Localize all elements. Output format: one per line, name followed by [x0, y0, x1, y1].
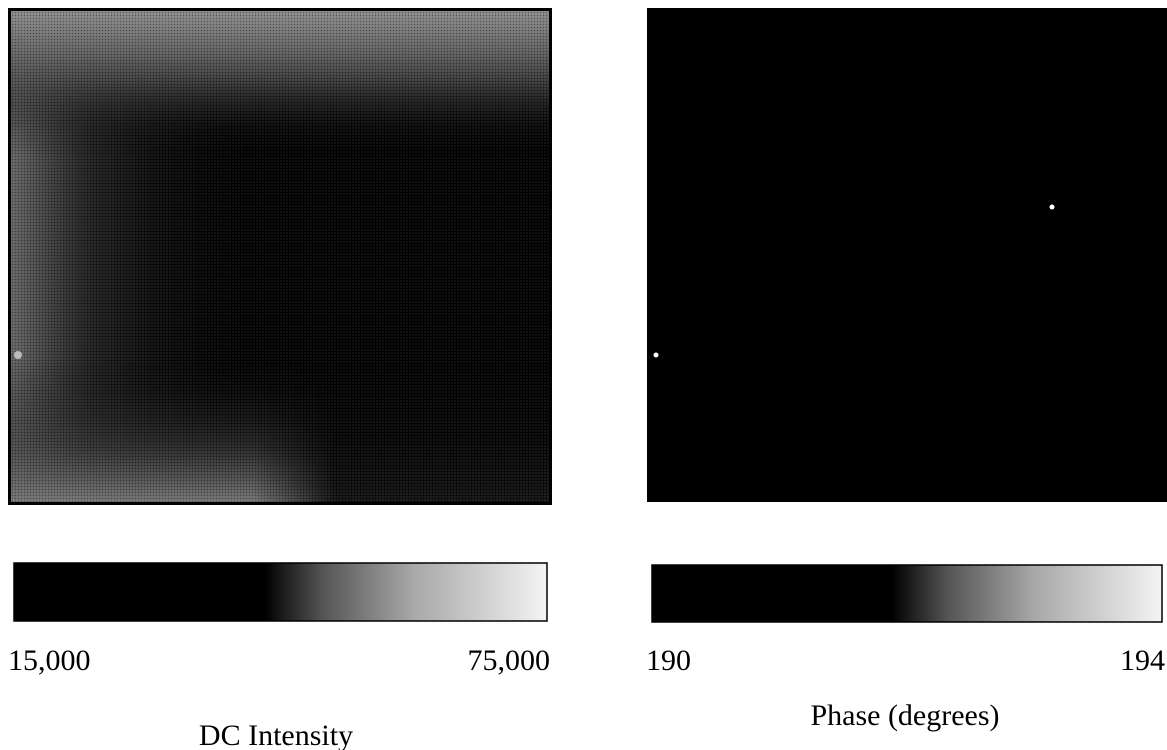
phase-image — [647, 8, 1167, 502]
colorbar-tick-label: 75,000 — [468, 644, 551, 677]
colorbar-title: DC Intensity — [199, 719, 353, 750]
colorbar-tick-label: 190 — [646, 644, 691, 677]
intensity-image — [8, 8, 552, 505]
colorbar-tick-label: 15,000 — [8, 644, 91, 677]
colorbar-tick-label: 194 — [1120, 644, 1165, 677]
colorbar-title: Phase (degrees) — [810, 699, 999, 732]
colorbar — [13, 562, 548, 622]
colorbar — [651, 564, 1163, 623]
